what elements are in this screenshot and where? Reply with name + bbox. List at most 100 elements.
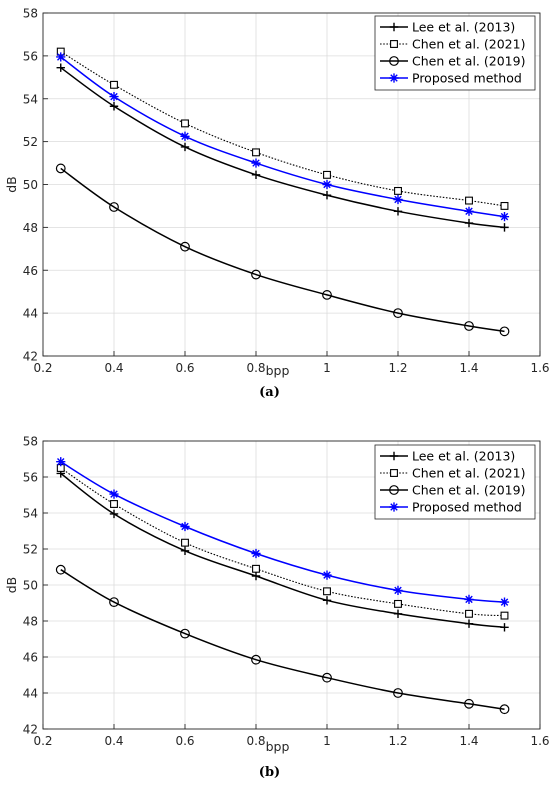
x-tick-label: 1.6: [530, 734, 549, 748]
legend-marker: [389, 485, 399, 495]
x-tick-label: 1: [323, 734, 331, 748]
legend-entry: Proposed method: [412, 71, 522, 86]
data-point: [394, 599, 402, 608]
y-tick-label: 54: [23, 92, 38, 106]
y-tick-label: 56: [23, 471, 38, 485]
x-tick-label: 0.2: [33, 734, 52, 748]
data-point: [322, 179, 332, 190]
legend-marker: [389, 502, 399, 512]
x-tick-label: 0.6: [175, 734, 194, 748]
data-point: [393, 688, 403, 698]
y-tick-label: 46: [23, 264, 38, 278]
data-point: [500, 623, 509, 632]
y-tick-label: 44: [23, 307, 38, 321]
legend-marker: [390, 40, 398, 48]
x-tick-label: 0.4: [104, 734, 123, 748]
legend-marker: [389, 451, 399, 461]
data-point: [251, 269, 261, 280]
data-point: [464, 206, 474, 216]
legend-entry: Proposed method: [412, 500, 522, 515]
panel-caption: (a): [259, 385, 280, 400]
series-4: [56, 457, 510, 607]
series-3: [55, 564, 510, 715]
data-point: [394, 186, 402, 195]
data-point: [252, 564, 260, 573]
series-2: [56, 47, 509, 210]
chart-panel-1: 0.2 0.4 0.6 0.8 1 1.2 1.4 1.6 42 44 46 48 50 52 54 56 58…: [4, 7, 550, 401]
x-tick-label: 0.8: [246, 734, 265, 748]
x-tick-label: 1.2: [388, 734, 407, 748]
data-point: [393, 609, 403, 618]
data-point: [109, 489, 119, 499]
data-point: [109, 509, 119, 519]
legend-entry: Chen et al. (2019): [412, 483, 525, 498]
y-tick-label: 56: [23, 49, 38, 63]
data-point: [464, 594, 474, 604]
chart-panel-2: 0.2 0.4 0.6 0.8 1 1.2 1.4 1.6 42 44 46 48 50 52 54 56 58…: [4, 435, 550, 781]
series-line: [60, 51, 505, 207]
legend-marker: [389, 56, 399, 66]
data-point: [251, 548, 261, 559]
data-point: [109, 597, 119, 607]
series-line: [60, 167, 505, 333]
data-point: [251, 654, 261, 665]
data-point: [180, 628, 190, 639]
data-point: [500, 611, 509, 620]
data-point: [180, 241, 190, 252]
y-axis-label: dB: [4, 577, 19, 594]
x-tick-label: 1: [323, 361, 331, 375]
legend-entry: Chen et al. (2019): [412, 54, 525, 69]
data-point: [180, 521, 190, 532]
y-tick-label: 58: [23, 7, 38, 21]
y-tick-label: 50: [23, 579, 38, 593]
legend-marker: [390, 469, 398, 477]
series-1: [56, 63, 509, 232]
data-point: [323, 587, 331, 596]
x-tick-label: 0.4: [104, 361, 123, 375]
series-line: [60, 467, 505, 617]
data-point: [464, 698, 474, 709]
x-tick-label: 0.6: [175, 361, 194, 375]
x-tick-label: 0.8: [246, 361, 265, 375]
data-point: [109, 202, 119, 212]
data-point: [499, 212, 510, 222]
x-tick-label: 1.2: [388, 361, 407, 375]
data-point: [499, 704, 510, 715]
data-point: [464, 619, 474, 628]
data-point: [55, 564, 66, 575]
y-tick-label: 58: [23, 435, 38, 449]
data-point: [181, 119, 189, 128]
legend-entry: Lee et al. (2013): [412, 449, 515, 464]
data-point: [464, 321, 474, 331]
x-tick-label: 1.4: [459, 734, 478, 748]
legend-marker: [389, 73, 399, 83]
data-point: [56, 63, 65, 72]
x-tick-label: 1.4: [459, 361, 478, 375]
data-point: [323, 170, 331, 179]
y-tick-label: 48: [23, 221, 38, 235]
data-point: [393, 585, 403, 595]
x-tick-label: 1.6: [530, 361, 549, 375]
y-tick-label: 50: [23, 178, 38, 192]
legend: Lee et al. (2013) Chen et al. (2021) Chen …: [374, 444, 536, 520]
series-3: [55, 163, 510, 337]
x-tick-label: 0.2: [33, 361, 52, 375]
data-point: [322, 290, 332, 300]
series-line: [60, 67, 505, 229]
series-line: [60, 56, 505, 218]
data-point: [499, 597, 510, 607]
data-point: [393, 194, 403, 205]
data-point: [251, 170, 261, 180]
data-point: [55, 163, 66, 174]
data-point: [252, 148, 260, 157]
series-line: [60, 461, 505, 603]
series-line: [60, 472, 505, 629]
data-point: [181, 538, 189, 547]
data-point: [251, 571, 261, 581]
series-2: [56, 464, 509, 620]
data-point: [322, 570, 332, 580]
y-tick-label: 48: [23, 615, 38, 629]
data-point: [56, 457, 66, 467]
data-point: [56, 52, 66, 62]
data-point: [500, 223, 509, 232]
